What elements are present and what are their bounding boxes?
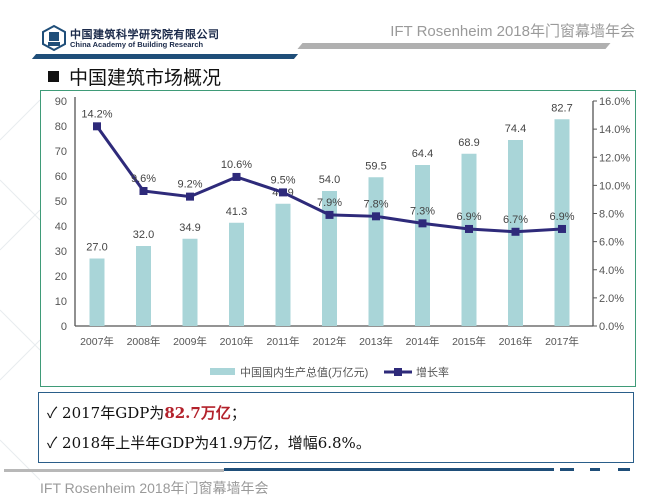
section-title-text: 中国建筑市场概况	[69, 67, 222, 89]
growth-rate-label: 14.2%	[81, 108, 112, 120]
growth-rate-label: 9.5%	[270, 174, 295, 186]
gdp-bar	[229, 222, 244, 326]
summary-bullet-1: ✓ 2017年GDP为82.7万亿；	[47, 402, 246, 423]
growth-rate-label: 7.3%	[410, 205, 435, 217]
gdp-bar-label: 34.9	[179, 222, 200, 234]
gdp-bar-label: 32.0	[133, 229, 154, 241]
gdp-bar	[136, 246, 151, 326]
y-right-tick-label: 4.0%	[599, 265, 624, 277]
growth-rate-label: 7.9%	[317, 197, 342, 209]
gdp-bar	[89, 258, 105, 326]
gdp-bar-label: 59.5	[365, 160, 386, 172]
y-right-tick-label: 16.0%	[599, 96, 630, 108]
gdp-bar-label: 82.7	[551, 102, 572, 114]
growth-rate-marker	[186, 192, 194, 201]
section-title: 中国建筑市场概况	[48, 63, 221, 90]
growth-rate-label: 6.7%	[503, 214, 528, 226]
growth-rate-marker	[465, 224, 473, 233]
check-icon: ✓	[47, 434, 58, 452]
y-right-tick-label: 6.0%	[599, 237, 624, 249]
y-right-tick-label: 10.0%	[599, 180, 630, 192]
growth-rate-label: 9.6%	[131, 173, 156, 185]
y-left-tick-label: 80	[55, 121, 67, 133]
bullet-1-suffix: ；	[230, 404, 246, 422]
x-tick-label: 2017年	[545, 335, 579, 348]
legend-swatch-gdp	[210, 368, 235, 375]
x-tick-label: 2012年	[313, 335, 347, 348]
y-left-tick-label: 50	[55, 196, 67, 208]
gdp-bar	[415, 165, 430, 326]
legend-swatch-growth-marker	[394, 368, 402, 376]
background-decoration	[0, 99, 40, 481]
org-name-cn: 中国建筑科学研究院有限公司	[70, 28, 220, 41]
x-tick-label: 2014年	[406, 335, 440, 348]
gdp-bar	[554, 119, 570, 326]
gdp-bar-label: 54.0	[319, 174, 340, 186]
org-name-en: China Academy of Building Research	[70, 40, 204, 49]
event-title: IFT Rosenheim 2018年门窗幕墙年会	[390, 23, 635, 40]
gdp-bar-label: 41.3	[226, 206, 247, 218]
bullet-1-prefix: 2017年GDP为	[62, 404, 165, 422]
gdp-bar-label: 27.0	[86, 242, 107, 254]
x-tick-label: 2008年	[127, 335, 161, 348]
growth-rate-marker	[279, 188, 287, 197]
footer-divider-grey	[4, 469, 224, 472]
growth-rate-marker	[511, 227, 520, 236]
x-tick-label: 2013年	[359, 335, 393, 348]
growth-rate-marker	[232, 172, 241, 181]
gdp-bar	[322, 191, 337, 326]
y-left-tick-label: 30	[55, 246, 67, 258]
y-left-tick-label: 60	[55, 171, 67, 183]
y-left-tick-label: 40	[55, 221, 67, 233]
y-left-tick-label: 10	[55, 296, 67, 308]
growth-rate-marker	[372, 212, 380, 221]
footer-dash	[590, 468, 600, 471]
growth-rate-marker	[418, 219, 427, 228]
footer-dash	[560, 468, 574, 471]
growth-rate-marker	[93, 122, 101, 131]
y-left-tick-label: 0	[61, 321, 67, 333]
footer-divider-blue	[224, 468, 554, 471]
x-tick-label: 2011年	[266, 335, 299, 348]
bullet-2-text: 2018年上半年GDP为41.9万亿，增幅6.8%。	[62, 434, 371, 452]
y-left-tick-label: 90	[55, 96, 67, 108]
summary-bullet-2: ✓ 2018年上半年GDP为41.9万亿，增幅6.8%。	[47, 432, 371, 453]
growth-rate-marker	[558, 224, 566, 233]
check-icon: ✓	[47, 404, 58, 422]
cabr-logo-icon	[42, 24, 66, 52]
footer-dash	[618, 468, 630, 471]
y-left-tick-label: 20	[55, 271, 67, 283]
bullet-1-highlight: 82.7万亿	[164, 404, 231, 422]
gdp-bar-label: 64.4	[412, 148, 433, 160]
growth-rate-label: 9.2%	[177, 179, 202, 191]
gdp-bar	[275, 203, 291, 326]
y-right-tick-label: 8.0%	[599, 209, 624, 221]
growth-rate-label: 7.8%	[363, 198, 388, 210]
y-right-tick-label: 12.0%	[599, 152, 630, 164]
growth-rate-marker	[139, 187, 148, 195]
growth-rate-label: 10.6%	[221, 159, 252, 171]
y-left-tick-label: 70	[55, 146, 67, 158]
growth-rate-label: 6.9%	[456, 211, 481, 223]
legend-label-gdp: 中国国内生产总值(万亿元)	[240, 365, 368, 379]
gdp-bar	[182, 238, 198, 326]
x-tick-label: 2016年	[499, 335, 533, 348]
gdp-bar-label: 74.4	[505, 123, 526, 135]
y-right-tick-label: 0.0%	[599, 321, 624, 333]
legend-label-growth: 增长率	[416, 365, 449, 379]
gdp-bar-label: 68.9	[458, 137, 479, 149]
x-tick-label: 2015年	[452, 335, 486, 348]
growth-rate-label: 6.9%	[549, 211, 574, 223]
summary-box: ✓ 2017年GDP为82.7万亿； ✓ 2018年上半年GDP为41.9万亿，…	[38, 392, 634, 463]
square-bullet-icon	[48, 71, 59, 82]
x-tick-label: 2009年	[173, 335, 207, 348]
x-tick-label: 2007年	[80, 335, 114, 348]
chart-frame	[40, 90, 636, 387]
growth-rate-marker	[325, 210, 334, 219]
y-right-tick-label: 14.0%	[599, 124, 630, 136]
y-right-tick-label: 2.0%	[599, 293, 624, 305]
x-tick-label: 2010年	[220, 335, 254, 348]
gdp-bar	[461, 153, 477, 326]
